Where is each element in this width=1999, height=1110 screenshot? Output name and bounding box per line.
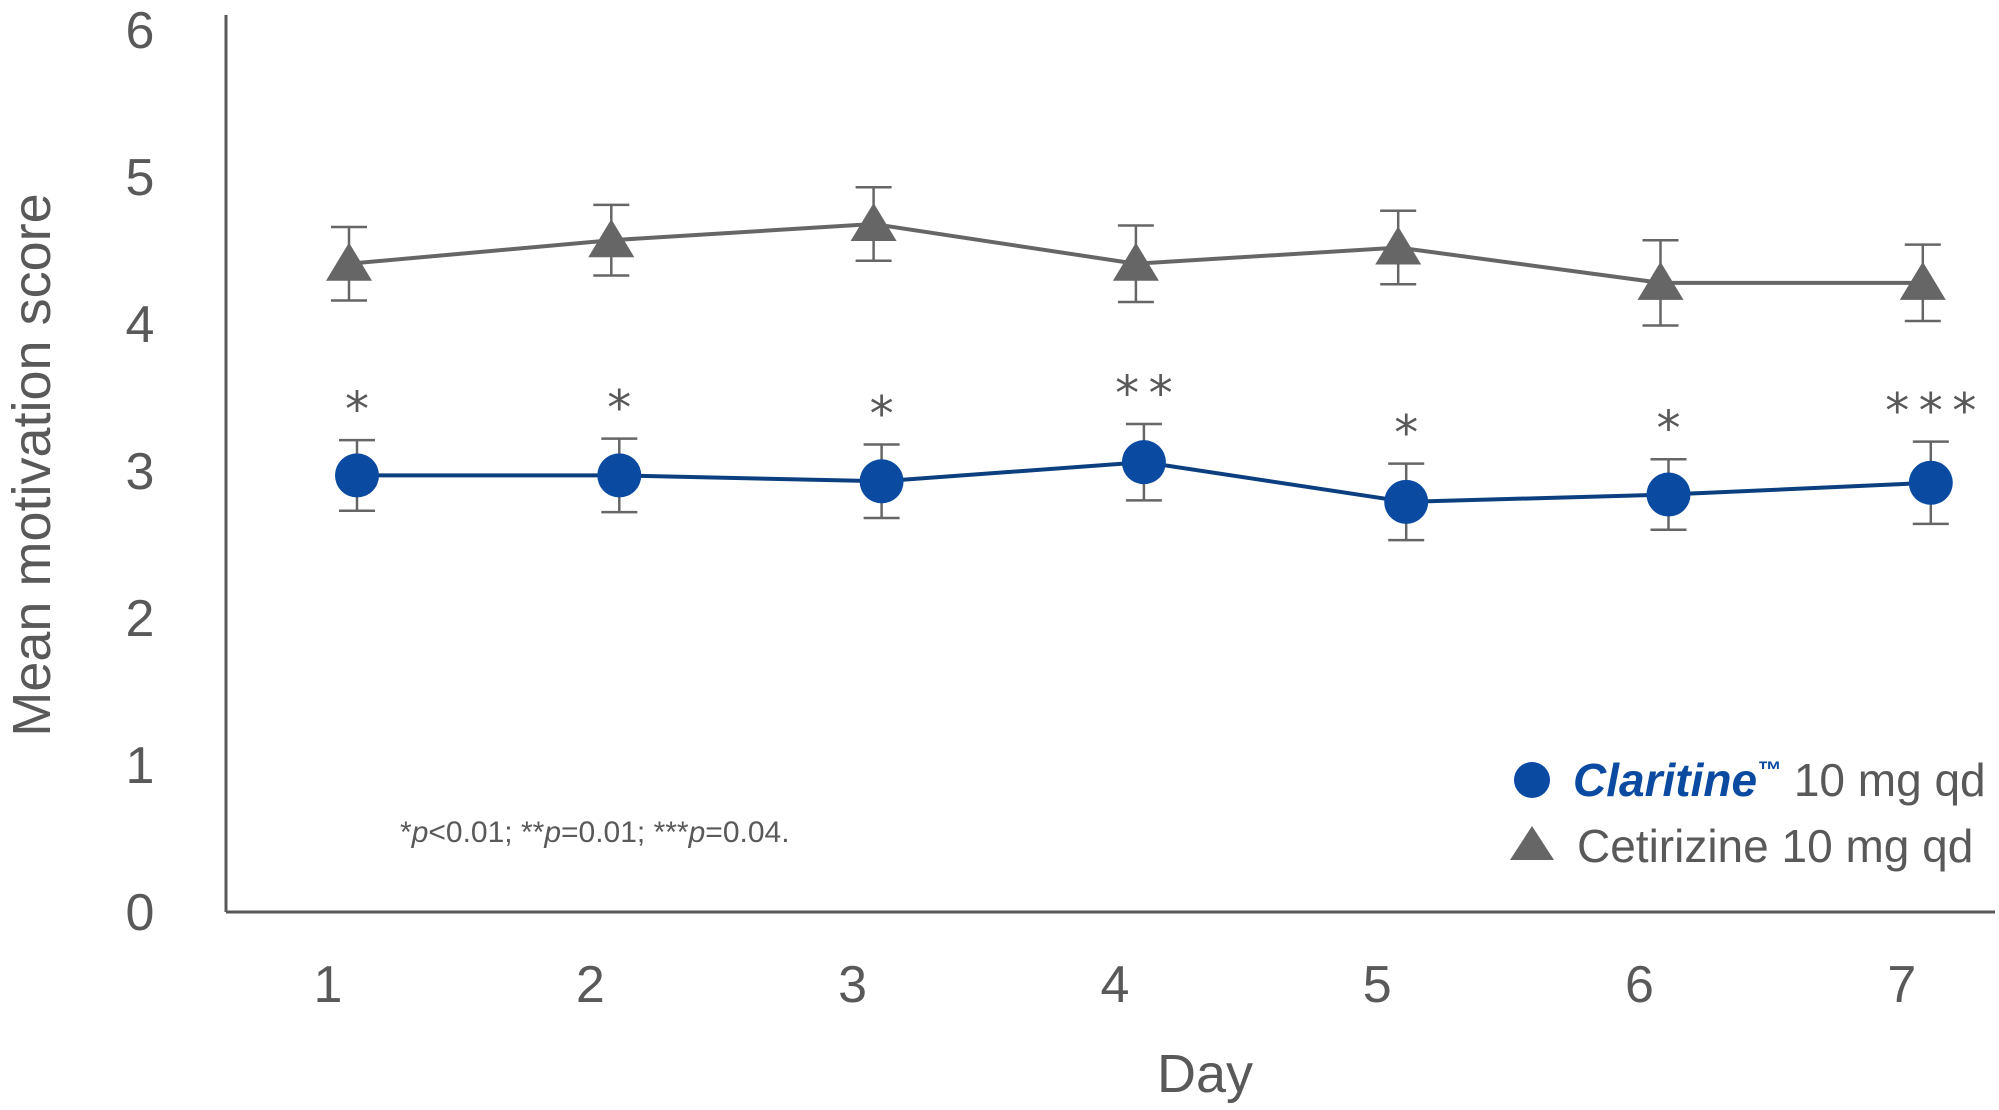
data-point	[326, 242, 372, 281]
data-point	[1646, 472, 1691, 517]
data-point	[1899, 261, 1946, 300]
significance-marker: *	[1657, 401, 1681, 457]
footnote-part: =0.01; ***	[561, 816, 689, 849]
y-tick-label: 4	[126, 296, 155, 354]
x-axis-label: Day	[1157, 1044, 1253, 1104]
x-tick-label: 4	[1100, 956, 1129, 1014]
data-point	[597, 453, 642, 498]
x-tick-label: 7	[1887, 956, 1916, 1014]
series-layer: * * * * * * * * * *	[326, 186, 1976, 542]
y-tick-labels: 0 1 2 3 4 5 6	[126, 2, 155, 942]
x-tick-label: 1	[314, 956, 343, 1014]
y-tick-label: 5	[126, 149, 155, 207]
axes	[224, 15, 1995, 914]
footnote-part: *	[400, 816, 412, 849]
series-cetirizine	[326, 186, 1946, 327]
y-tick-label: 6	[126, 2, 155, 60]
y-tick-label: 1	[126, 737, 155, 795]
data-point	[1908, 460, 1953, 505]
footnote-part: <0.01; **	[428, 816, 544, 849]
data-point	[850, 202, 897, 242]
data-point	[1384, 479, 1429, 524]
data-point	[1375, 226, 1422, 265]
significance-marker: *	[870, 387, 894, 443]
x-tick-label: 6	[1625, 956, 1654, 1014]
x-tick-labels: 1 2 3 4 5 6 7	[314, 956, 1917, 1014]
x-tick-label: 2	[576, 956, 605, 1014]
legend-brand: Claritine	[1573, 754, 1757, 806]
x-tick-label: 5	[1363, 956, 1392, 1014]
data-point	[859, 459, 904, 504]
legend-label-cetirizine: Cetirizine 10 mg qd	[1577, 820, 1973, 872]
significance-marker: * * *	[1885, 384, 1976, 440]
legend-trademark: ™	[1757, 757, 1781, 784]
legend-label-claritine: Claritine™ 10 mg qd	[1573, 754, 1986, 806]
y-tick-label: 2	[126, 590, 155, 648]
data-point	[588, 219, 635, 258]
legend-rest: 10 mg qd	[1781, 754, 1986, 806]
legend-marker-claritine	[1514, 762, 1550, 798]
significance-marker: *	[345, 382, 369, 438]
x-tick-label: 3	[838, 956, 867, 1014]
y-tick-label: 3	[126, 443, 155, 501]
data-point	[1637, 261, 1684, 300]
legend-marker-cetirizine	[1510, 826, 1554, 860]
data-point	[1112, 242, 1159, 281]
data-point	[1121, 440, 1166, 485]
footnote-part: p	[543, 816, 561, 849]
series-claritine: * * * * * * * * * *	[335, 366, 1976, 542]
y-tick-label: 0	[126, 884, 155, 942]
footnote-part: =0.04.	[705, 816, 789, 849]
legend: Claritine™ 10 mg qd Cetirizine 10 mg qd	[1510, 754, 1986, 872]
y-axis-label: Mean motivation score	[2, 193, 62, 736]
significance-marker: * *	[1115, 366, 1173, 422]
footnote-part: p	[688, 816, 706, 849]
footnote-part: p	[411, 816, 429, 849]
significance-marker: *	[1394, 406, 1418, 462]
footnote: *p<0.01; **p=0.01; ***p=0.04.	[400, 816, 790, 849]
significance-marker: *	[607, 381, 631, 437]
data-point	[335, 453, 379, 498]
